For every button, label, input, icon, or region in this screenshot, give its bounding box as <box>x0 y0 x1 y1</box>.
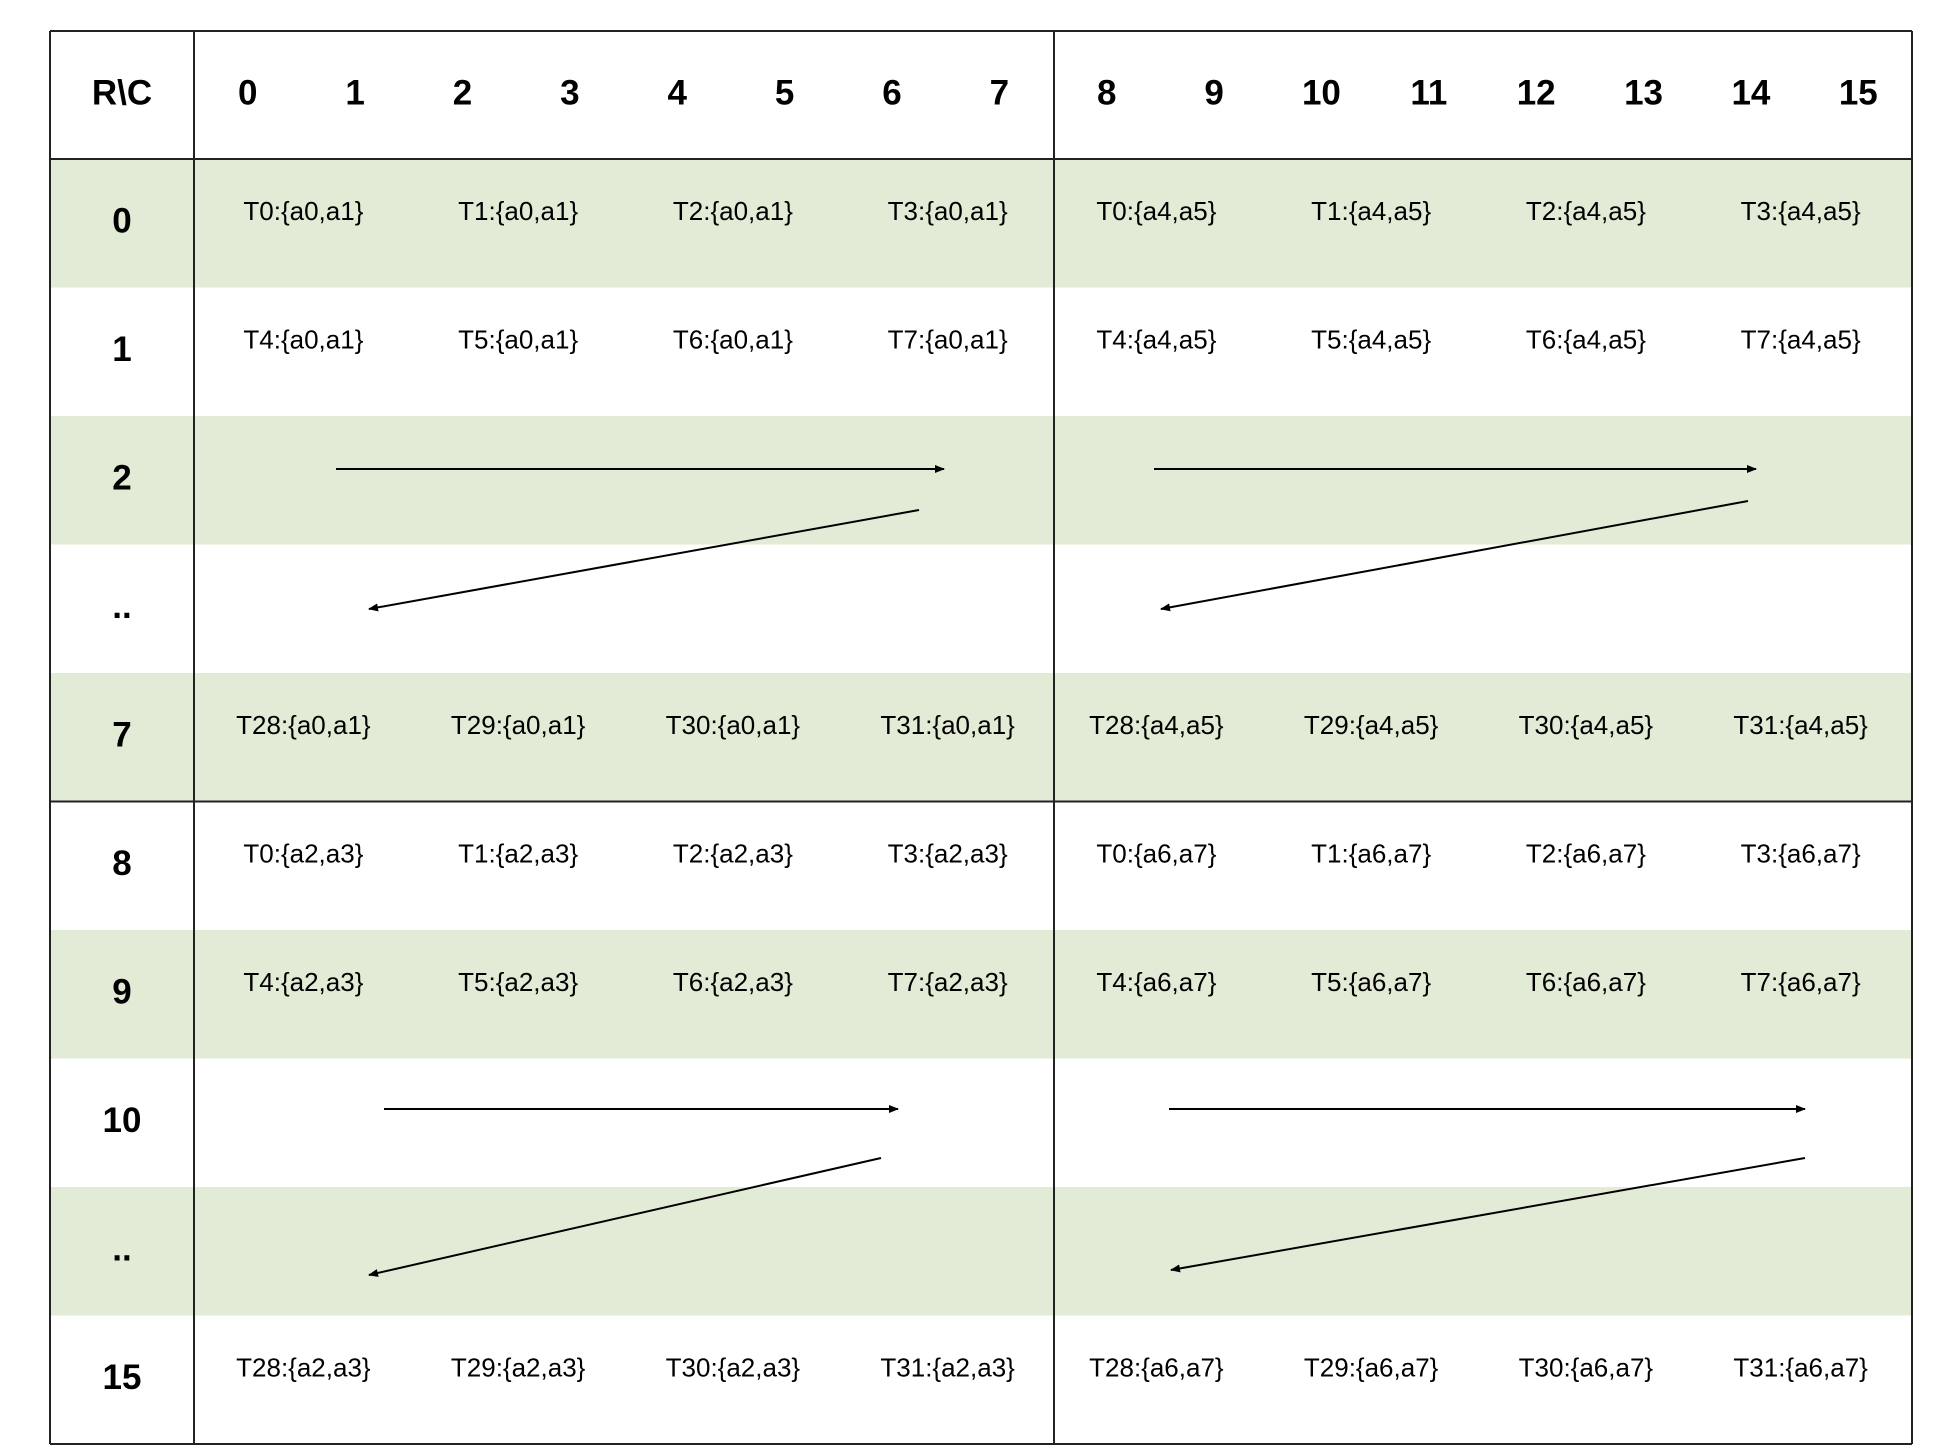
column-header: 1 <box>345 73 364 112</box>
cell: T5:{a0,a1} <box>458 324 578 354</box>
cell: T0:{a2,a3} <box>243 838 363 868</box>
cell: T4:{a6,a7} <box>1096 967 1216 997</box>
cell: T4:{a4,a5} <box>1096 324 1216 354</box>
cell: T28:{a6,a7} <box>1089 1352 1224 1382</box>
column-header: 14 <box>1731 73 1770 112</box>
row-shade <box>50 673 1912 802</box>
cell: T2:{a6,a7} <box>1526 838 1646 868</box>
grid-lines <box>49 30 1913 1445</box>
table-text: R\C 0 1 2 3 4 5 6 7 8 9 10 11 12 13 14 150 T0:{a0,a1} T1:{… <box>92 73 1878 1397</box>
cell: T31:{a4,a5} <box>1733 710 1868 740</box>
cell: T31:{a0,a1} <box>880 710 1015 740</box>
cell: T28:{a0,a1} <box>236 710 371 740</box>
corner-label: R\C <box>92 73 152 112</box>
column-header: 4 <box>667 73 687 112</box>
arrows <box>336 465 1806 1277</box>
column-header: 11 <box>1410 73 1447 112</box>
column-header: 8 <box>1097 73 1116 112</box>
arrow <box>1160 500 1749 612</box>
column-header: 5 <box>775 73 794 112</box>
row-header: .. <box>112 587 131 626</box>
cell: T30:{a0,a1} <box>666 710 801 740</box>
row-header: 1 <box>112 330 131 369</box>
cell: T30:{a4,a5} <box>1519 710 1654 740</box>
cell: T3:{a2,a3} <box>888 838 1008 868</box>
cell: T31:{a6,a7} <box>1733 1352 1868 1382</box>
row-shade <box>50 930 1912 1059</box>
cell: T1:{a2,a3} <box>458 838 578 868</box>
cell: T7:{a4,a5} <box>1741 324 1861 354</box>
arrow <box>368 1157 882 1277</box>
row-header: 15 <box>103 1358 142 1397</box>
row-header: 2 <box>112 459 131 498</box>
cell: T2:{a2,a3} <box>673 838 793 868</box>
column-header: 10 <box>1302 73 1341 112</box>
row-shade <box>50 416 1912 545</box>
cell: T29:{a0,a1} <box>451 710 586 740</box>
cell: T1:{a6,a7} <box>1311 838 1431 868</box>
row-backgrounds <box>50 159 1912 1316</box>
cell: T7:{a2,a3} <box>888 967 1008 997</box>
cell: T4:{a0,a1} <box>243 324 363 354</box>
cell: T7:{a6,a7} <box>1741 967 1861 997</box>
cell: T29:{a4,a5} <box>1304 710 1439 740</box>
column-header: 7 <box>990 73 1009 112</box>
row-shade <box>50 159 1912 288</box>
cell: T5:{a6,a7} <box>1311 967 1431 997</box>
column-header: 9 <box>1204 73 1223 112</box>
cell: T0:{a6,a7} <box>1096 838 1216 868</box>
cell: T7:{a0,a1} <box>888 324 1008 354</box>
row-header: 9 <box>112 973 131 1012</box>
row-header: 8 <box>112 844 131 883</box>
arrow <box>368 509 920 612</box>
column-header: 15 <box>1839 73 1878 112</box>
cell: T5:{a4,a5} <box>1311 324 1431 354</box>
cell: T0:{a4,a5} <box>1096 196 1216 226</box>
column-header: 6 <box>882 73 901 112</box>
cell: T1:{a0,a1} <box>458 196 578 226</box>
column-header: 13 <box>1624 73 1663 112</box>
cell: T3:{a0,a1} <box>888 196 1008 226</box>
row-header: 0 <box>112 202 131 241</box>
row-header: 7 <box>112 716 131 755</box>
cell: T3:{a6,a7} <box>1741 838 1861 868</box>
cell: T30:{a6,a7} <box>1519 1352 1654 1382</box>
column-header: 12 <box>1517 73 1556 112</box>
cell: T3:{a4,a5} <box>1741 196 1861 226</box>
cell: T29:{a2,a3} <box>451 1352 586 1382</box>
row-shade <box>50 1187 1912 1316</box>
cell: T6:{a4,a5} <box>1526 324 1646 354</box>
cell: T30:{a2,a3} <box>666 1352 801 1382</box>
cell: T6:{a2,a3} <box>673 967 793 997</box>
cell: T31:{a2,a3} <box>880 1352 1015 1382</box>
column-header: 0 <box>238 73 257 112</box>
cell: T6:{a6,a7} <box>1526 967 1646 997</box>
cell: T1:{a4,a5} <box>1311 196 1431 226</box>
row-header: .. <box>112 1230 131 1269</box>
cell: T2:{a4,a5} <box>1526 196 1646 226</box>
arrow <box>1170 1157 1806 1273</box>
column-header: 3 <box>560 73 579 112</box>
cell: T28:{a4,a5} <box>1089 710 1224 740</box>
cell: T29:{a6,a7} <box>1304 1352 1439 1382</box>
cell: T4:{a2,a3} <box>243 967 363 997</box>
cell: T28:{a2,a3} <box>236 1352 371 1382</box>
cell: T6:{a0,a1} <box>673 324 793 354</box>
cell: T2:{a0,a1} <box>673 196 793 226</box>
cell: T0:{a0,a1} <box>243 196 363 226</box>
row-header: 10 <box>103 1101 142 1140</box>
cell: T5:{a2,a3} <box>458 967 578 997</box>
column-header: 2 <box>453 73 472 112</box>
